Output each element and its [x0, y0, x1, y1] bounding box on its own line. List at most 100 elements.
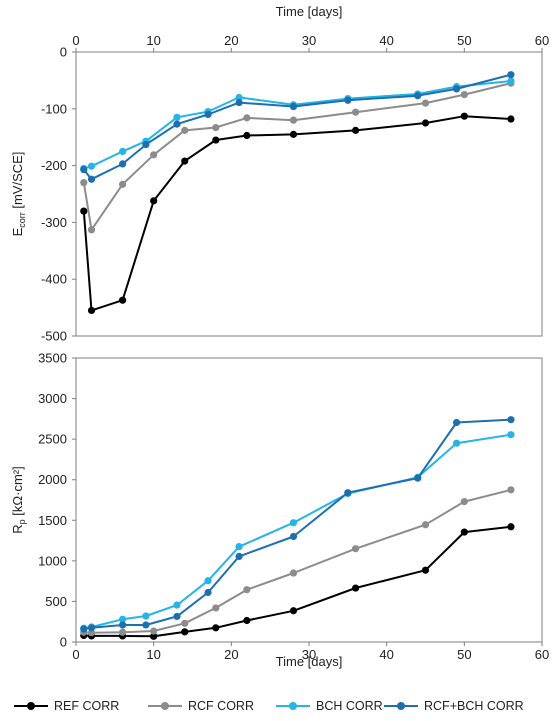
legend-label-rcf-corr: RCF CORR [188, 699, 254, 713]
data-point-rcf-bch-corr [142, 621, 150, 629]
data-point-rcf-corr [460, 91, 468, 99]
legend-item-ref-corr: REF CORR [14, 695, 119, 717]
x-tick-label: 10 [146, 647, 160, 662]
data-point-rcf-bch-corr [235, 98, 243, 107]
data-point-rcf-bch-corr [142, 140, 150, 149]
data-point-rcf-corr [119, 180, 127, 188]
data-point-rcf-bch-corr [80, 165, 88, 174]
data-point-bch-corr [289, 519, 298, 527]
data-point-ref-corr [243, 131, 251, 140]
series-line-rcf-bch-corr [83, 418, 511, 630]
data-point-ref-corr [289, 130, 298, 138]
y-tick-label: 2500 [38, 432, 67, 447]
data-point-bch-corr [119, 615, 127, 623]
data-point-bch-corr [507, 431, 515, 439]
data-point-rcf-bch-corr [204, 588, 212, 597]
data-point-rcf-corr [212, 123, 220, 132]
data-point-rcf-bch-corr [344, 96, 352, 104]
y-axis-label: Ecorr [mV/SCE] [10, 152, 27, 237]
series-line-rcf-corr [82, 82, 512, 231]
y-tick-label: -100 [41, 101, 67, 116]
legend-label-ref-corr: REF CORR [54, 699, 120, 713]
y-tick-label: 0 [60, 635, 67, 650]
data-point-rcf-corr [181, 619, 189, 627]
x-tick-label: 30 [302, 647, 316, 662]
data-point-rcf-bch-corr [414, 92, 422, 100]
y-tick-label: 2000 [38, 472, 67, 487]
legend-swatch-ref-corr [14, 700, 48, 712]
chart-panel-ecorr: 0 10 20 30 40 50 60 -500 -400 -300 -200 -100 0 Time [… [10, 4, 549, 344]
data-point-ref-corr [212, 136, 220, 144]
y-tick-label: 0 [60, 45, 67, 60]
data-point-rcf-corr [212, 604, 220, 612]
data-point-ref-corr [352, 126, 360, 134]
data-point-ref-corr [507, 523, 515, 531]
x-tick-label: 40 [379, 647, 393, 662]
data-point-rcf-bch-corr [452, 418, 461, 427]
data-point-rcf-bch-corr [119, 621, 127, 629]
data-point-ref-corr [507, 115, 515, 123]
data-point-rcf-corr [87, 226, 96, 234]
data-point-ref-corr [87, 306, 96, 315]
data-point-rcf-bch-corr [289, 532, 298, 541]
data-point-rcf-corr [243, 586, 251, 594]
data-point-rcf-corr [421, 521, 430, 529]
data-point-rcf-corr [181, 126, 189, 134]
y-tick-label: -400 [41, 272, 67, 287]
legend-swatch-rcf-bch-corr [384, 700, 418, 712]
data-point-ref-corr [212, 624, 220, 632]
data-point-rcf-corr [352, 108, 360, 116]
legend-item-rcf-bch-corr: RCF+BCH CORR [384, 695, 524, 717]
data-point-bch-corr [173, 113, 181, 121]
x-axis-label: Time [days] [276, 4, 343, 19]
series-line-ref-corr [83, 525, 512, 638]
y-tick-label: 1500 [38, 513, 67, 528]
series-ref-corr [80, 112, 515, 315]
y-tick-label: 500 [45, 594, 67, 609]
x-tick-label: 10 [146, 33, 160, 48]
data-point-rcf-bch-corr [414, 474, 422, 482]
data-point-ref-corr [421, 119, 430, 127]
series-line-rcf-bch-corr [83, 73, 512, 181]
series-rcf-bch-corr [80, 71, 515, 183]
x-tick-label: 20 [224, 647, 238, 662]
data-point-rcf-bch-corr [87, 175, 96, 183]
y-tick-label: -300 [41, 215, 67, 230]
data-point-ref-corr [150, 632, 158, 640]
data-point-rcf-corr [289, 569, 298, 577]
data-point-rcf-bch-corr [119, 160, 127, 168]
series-line-bch-corr [83, 80, 512, 170]
legend-swatch-rcf-corr [148, 700, 182, 712]
x-tick-label: 40 [379, 33, 393, 48]
data-point-rcf-bch-corr [235, 552, 243, 560]
data-point-bch-corr [142, 612, 150, 620]
data-point-rcf-corr [243, 114, 251, 122]
data-point-rcf-bch-corr [80, 625, 88, 633]
series-rcf-corr [80, 486, 515, 637]
legend-item-rcf-corr: RCF CORR [148, 695, 254, 717]
series-line-rcf-corr [83, 488, 512, 634]
data-point-rcf-corr [150, 151, 158, 159]
data-point-rcf-corr [80, 179, 88, 187]
data-point-rcf-bch-corr [344, 489, 352, 497]
data-point-rcf-bch-corr [507, 71, 515, 79]
y-tick-label: 3000 [38, 391, 67, 406]
x-tick-label: 60 [535, 647, 549, 662]
data-point-rcf-bch-corr [173, 120, 181, 128]
data-point-rcf-corr [421, 99, 430, 107]
data-point-ref-corr [80, 207, 88, 215]
data-point-ref-corr [289, 607, 298, 615]
data-point-rcf-bch-corr [452, 85, 461, 93]
series-rcf-corr [80, 79, 515, 234]
y-tick-label: 1000 [38, 553, 67, 568]
x-tick-label: 20 [224, 33, 238, 48]
data-point-ref-corr [150, 197, 158, 205]
x-tick-label: 50 [457, 33, 471, 48]
y-tick-label: -200 [41, 158, 67, 173]
data-point-bch-corr [87, 162, 96, 170]
legend-label-rcf-bch-corr: RCF+BCH CORR [424, 699, 524, 713]
data-point-ref-corr [243, 616, 251, 625]
series-bch-corr [80, 431, 515, 632]
data-point-rcf-corr [150, 627, 158, 635]
legend: REF CORR RCF CORR BCH CORR RCF+BCH CORR [0, 695, 560, 717]
